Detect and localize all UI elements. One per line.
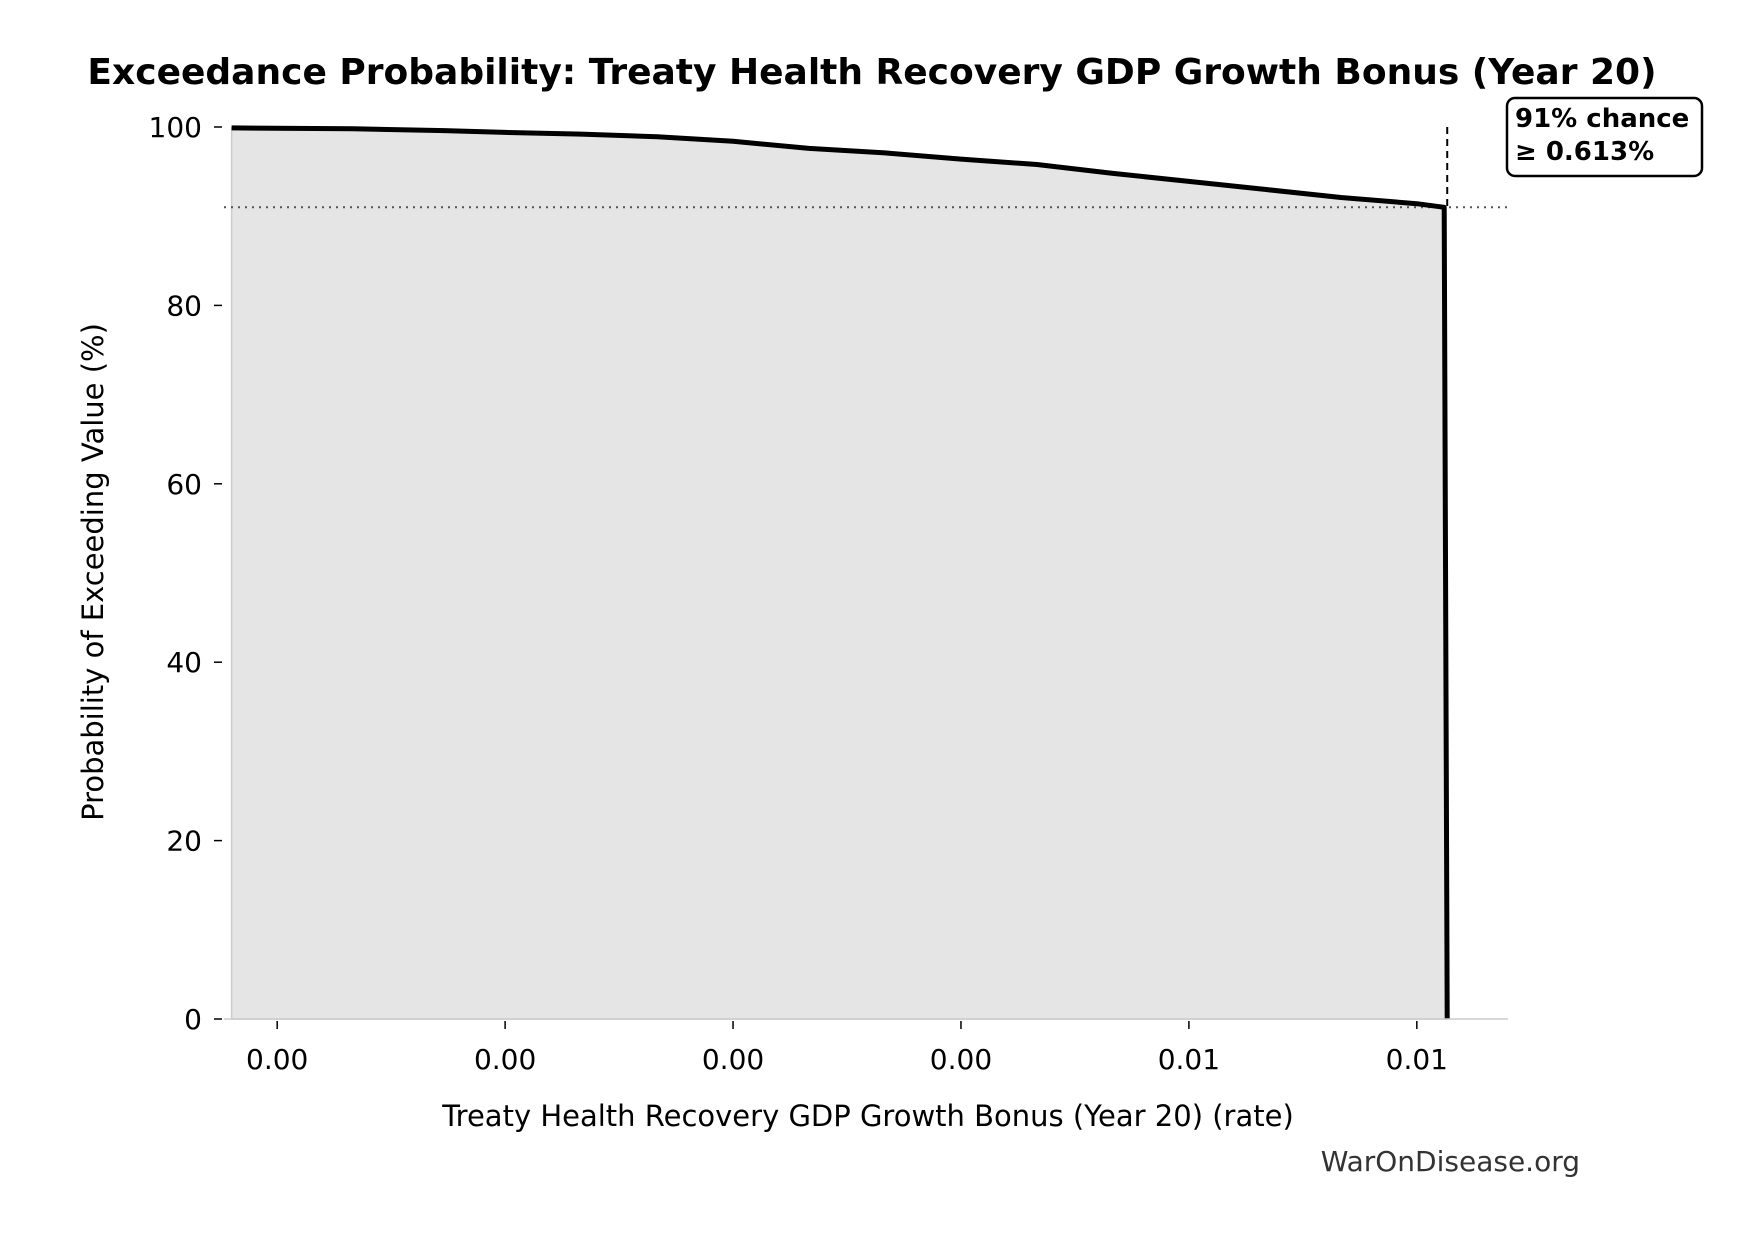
y-axis-ticks: 0 20 40 60 80 100 <box>149 111 222 1036</box>
y-tick-label: 20 <box>166 825 202 858</box>
x-tick-label: 0.00 <box>702 1043 764 1076</box>
annotation-line-2: ≥ 0.613% <box>1515 137 1654 167</box>
y-tick-label: 40 <box>166 646 202 679</box>
y-tick-label: 100 <box>149 111 202 144</box>
y-axis-label: Probability of Exceeding Value (%) <box>76 323 110 821</box>
chart-title: Exceedance Probability: Treaty Health Re… <box>87 52 1656 93</box>
x-tick-label: 0.00 <box>930 1043 992 1076</box>
annotation-box <box>1505 96 1704 178</box>
y-tick-label: 60 <box>166 468 202 501</box>
x-tick-label: 0.00 <box>246 1043 308 1076</box>
annotation-line-1: 91% chance <box>1515 104 1689 134</box>
exceedance-area <box>230 127 1448 1020</box>
x-tick-label: 0.01 <box>1386 1043 1448 1076</box>
x-axis-label: Treaty Health Recovery GDP Growth Bonus … <box>441 1099 1294 1133</box>
y-tick-label: 0 <box>184 1003 202 1036</box>
x-axis-ticks: 0.00 0.00 0.00 0.00 0.01 0.01 <box>246 1021 1448 1076</box>
threshold-annotation: 91% chance ≥ 0.613% <box>1505 96 1704 178</box>
x-tick-label: 0.01 <box>1158 1043 1220 1076</box>
y-tick-label: 80 <box>166 289 202 322</box>
x-tick-label: 0.00 <box>474 1043 536 1076</box>
watermark: WarOnDisease.org <box>1321 1145 1580 1178</box>
plot-area: 0 20 40 60 80 100 0.00 0.00 0.00 0.00 0.01 0.01 <box>149 111 1508 1076</box>
exceedance-curve <box>231 125 1450 1020</box>
